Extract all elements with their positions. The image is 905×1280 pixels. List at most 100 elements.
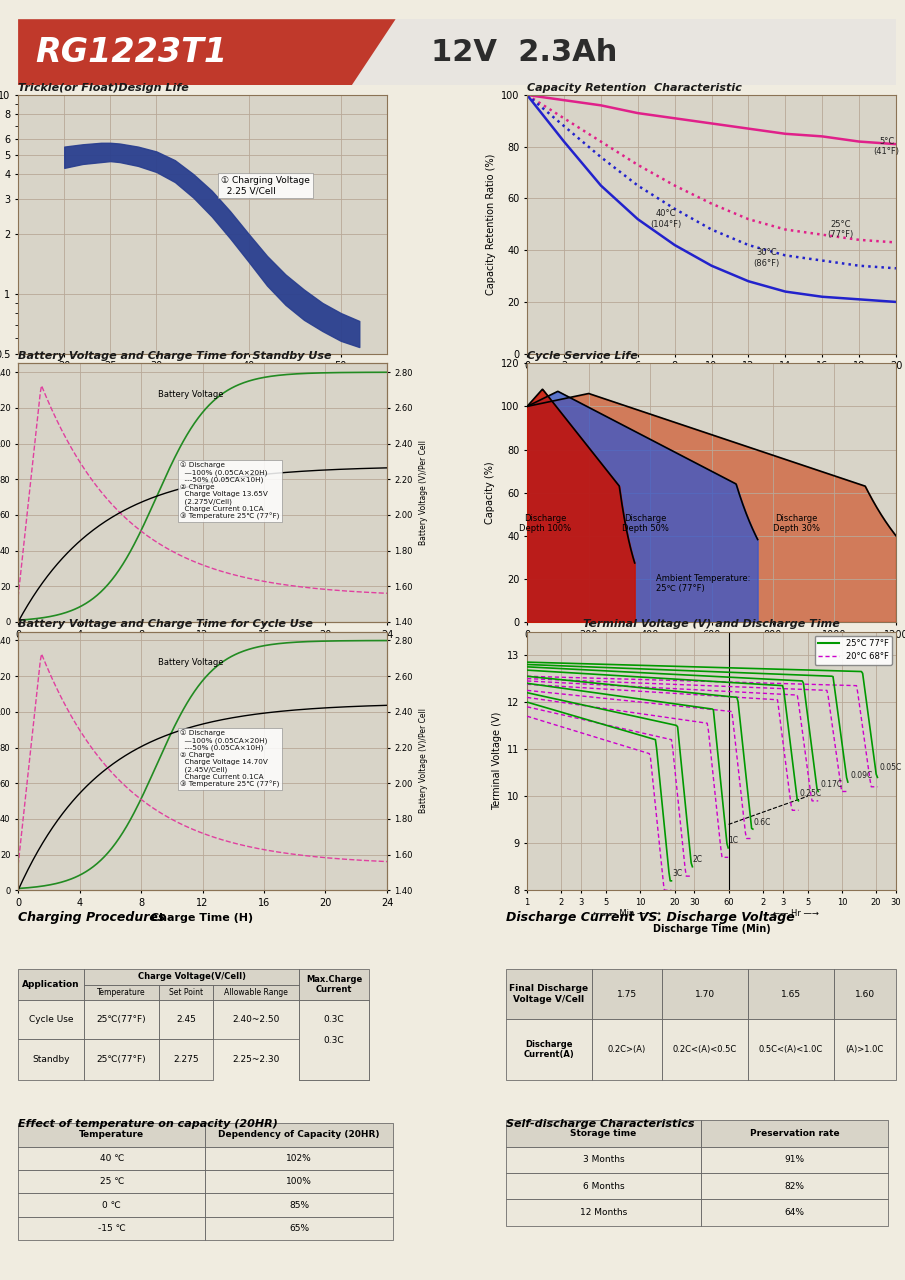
Title: Terminal Voltage (V) and Discharge Time: Terminal Voltage (V) and Discharge Time — [583, 620, 840, 630]
Bar — [205, 1147, 393, 1170]
Text: 0.3C: 0.3C — [324, 1015, 345, 1024]
Text: 1.70: 1.70 — [695, 989, 715, 998]
Text: Self-discharge Characteristics: Self-discharge Characteristics — [506, 1119, 694, 1129]
Text: 0.2C>(A): 0.2C>(A) — [607, 1046, 646, 1055]
Text: 91%: 91% — [785, 1156, 805, 1165]
Bar — [158, 1039, 214, 1080]
Text: 25°C
(77°F): 25°C (77°F) — [827, 220, 853, 239]
Bar — [700, 1120, 888, 1147]
X-axis label: Storage Period (Month): Storage Period (Month) — [638, 376, 786, 387]
Bar — [299, 1039, 369, 1080]
Polygon shape — [18, 19, 395, 86]
Text: Final Discharge
Voltage V/Cell: Final Discharge Voltage V/Cell — [510, 984, 588, 1004]
Text: 0.2C<(A)<0.5C: 0.2C<(A)<0.5C — [672, 1046, 737, 1055]
Text: Temperature: Temperature — [97, 988, 146, 997]
Text: 64%: 64% — [785, 1208, 805, 1217]
Text: 2.275: 2.275 — [173, 1055, 199, 1064]
Text: 2C: 2C — [693, 855, 703, 864]
Y-axis label: Battery Voltage (V)/Per Cell: Battery Voltage (V)/Per Cell — [419, 440, 428, 545]
Bar — [506, 1172, 700, 1199]
Text: Set Point: Set Point — [169, 988, 203, 997]
Text: Max.Charge
Current: Max.Charge Current — [306, 975, 362, 995]
Text: 85%: 85% — [289, 1201, 310, 1210]
Bar — [506, 1199, 700, 1226]
Text: 0.6C: 0.6C — [754, 818, 771, 827]
Bar — [18, 1039, 84, 1080]
Text: 12 Months: 12 Months — [580, 1208, 627, 1217]
Text: 1.60: 1.60 — [854, 989, 875, 998]
Text: 82%: 82% — [785, 1181, 805, 1190]
Text: Battery Voltage and Charge Time for Cycle Use: Battery Voltage and Charge Time for Cycl… — [18, 620, 313, 630]
Text: 12V  2.3Ah: 12V 2.3Ah — [431, 38, 617, 67]
Text: Preservation rate: Preservation rate — [749, 1129, 839, 1138]
Bar — [506, 969, 592, 1019]
X-axis label: Temperature (°C): Temperature (°C) — [148, 376, 256, 387]
Bar — [834, 969, 896, 1019]
Bar — [592, 1019, 662, 1080]
Bar — [299, 1000, 369, 1080]
Bar — [18, 1170, 205, 1193]
Text: 6 Months: 6 Months — [583, 1181, 624, 1190]
Bar — [18, 1193, 205, 1217]
Text: ←—— Min ——→: ←—— Min ——→ — [593, 909, 661, 918]
Text: 5°C
(41°F): 5°C (41°F) — [873, 137, 900, 156]
Bar — [205, 1193, 393, 1217]
Text: Storage time: Storage time — [570, 1129, 636, 1138]
Text: Discharge
Current(A): Discharge Current(A) — [523, 1041, 574, 1060]
Bar — [700, 1172, 888, 1199]
Y-axis label: Terminal Voltage (V): Terminal Voltage (V) — [491, 712, 501, 810]
Text: Discharge
Depth 100%: Discharge Depth 100% — [519, 515, 572, 534]
Bar — [299, 969, 369, 1000]
Text: 30°C
(86°F): 30°C (86°F) — [754, 248, 780, 268]
Text: 2.45: 2.45 — [176, 1015, 195, 1024]
Text: Application: Application — [23, 980, 80, 989]
Text: 0 ℃: 0 ℃ — [102, 1201, 121, 1210]
Text: 0.05C: 0.05C — [880, 763, 902, 772]
Bar — [18, 1000, 84, 1039]
Text: 25 ℃: 25 ℃ — [100, 1178, 124, 1187]
Text: 1.65: 1.65 — [780, 989, 801, 998]
Bar — [205, 1170, 393, 1193]
Text: Effect of temperature on capacity (20HR): Effect of temperature on capacity (20HR) — [18, 1119, 278, 1129]
Bar — [158, 984, 214, 1000]
Text: 40 ℃: 40 ℃ — [100, 1153, 124, 1162]
Bar — [205, 1124, 393, 1147]
Bar — [506, 1019, 592, 1080]
Text: Dependency of Capacity (20HR): Dependency of Capacity (20HR) — [218, 1130, 380, 1139]
Bar — [662, 969, 748, 1019]
Bar — [299, 1000, 369, 1039]
Text: Discharge
Depth 50%: Discharge Depth 50% — [622, 515, 669, 534]
Text: ←— Hr —→: ←— Hr —→ — [774, 909, 819, 918]
Bar — [662, 1019, 748, 1080]
Text: 0.25C: 0.25C — [800, 790, 822, 799]
Bar — [18, 1124, 205, 1147]
Bar — [748, 969, 834, 1019]
Text: Temperature: Temperature — [79, 1130, 144, 1139]
Text: Discharge Current VS. Discharge Voltage: Discharge Current VS. Discharge Voltage — [506, 911, 795, 924]
Bar — [748, 1019, 834, 1080]
Text: Trickle(or Float)Design Life: Trickle(or Float)Design Life — [18, 83, 189, 93]
Bar — [84, 1000, 158, 1039]
Bar — [700, 1147, 888, 1172]
Text: Cycle Use: Cycle Use — [29, 1015, 73, 1024]
Text: Battery Voltage and Charge Time for Standby Use: Battery Voltage and Charge Time for Stan… — [18, 351, 331, 361]
Text: 65%: 65% — [289, 1224, 310, 1233]
Text: 0.09C: 0.09C — [851, 771, 873, 780]
Bar — [18, 969, 84, 1000]
Text: Battery Voltage: Battery Voltage — [158, 390, 224, 399]
Text: 0.5C<(A)<1.0C: 0.5C<(A)<1.0C — [758, 1046, 823, 1055]
Text: 25℃(77°F): 25℃(77°F) — [97, 1015, 147, 1024]
X-axis label: Charge Time (H): Charge Time (H) — [151, 914, 253, 923]
Text: 3 Months: 3 Months — [583, 1156, 624, 1165]
Legend: 25°C 77°F, 20°C 68°F: 25°C 77°F, 20°C 68°F — [814, 636, 891, 664]
Bar — [84, 969, 299, 984]
Text: 1C: 1C — [729, 836, 738, 845]
Text: Battery Voltage: Battery Voltage — [158, 658, 224, 667]
X-axis label: Number of Cycles (Times): Number of Cycles (Times) — [631, 645, 792, 655]
Bar — [84, 984, 158, 1000]
Bar — [834, 1019, 896, 1080]
Y-axis label: Capacity (%): Capacity (%) — [485, 461, 495, 524]
X-axis label: Charge Time (H): Charge Time (H) — [151, 645, 253, 655]
Bar — [214, 1000, 299, 1039]
Text: ① Discharge
  —100% (0.05CA×20H)
  ---50% (0.05CA×10H)
② Charge
  Charge Voltage: ① Discharge —100% (0.05CA×20H) ---50% (0… — [180, 462, 280, 520]
